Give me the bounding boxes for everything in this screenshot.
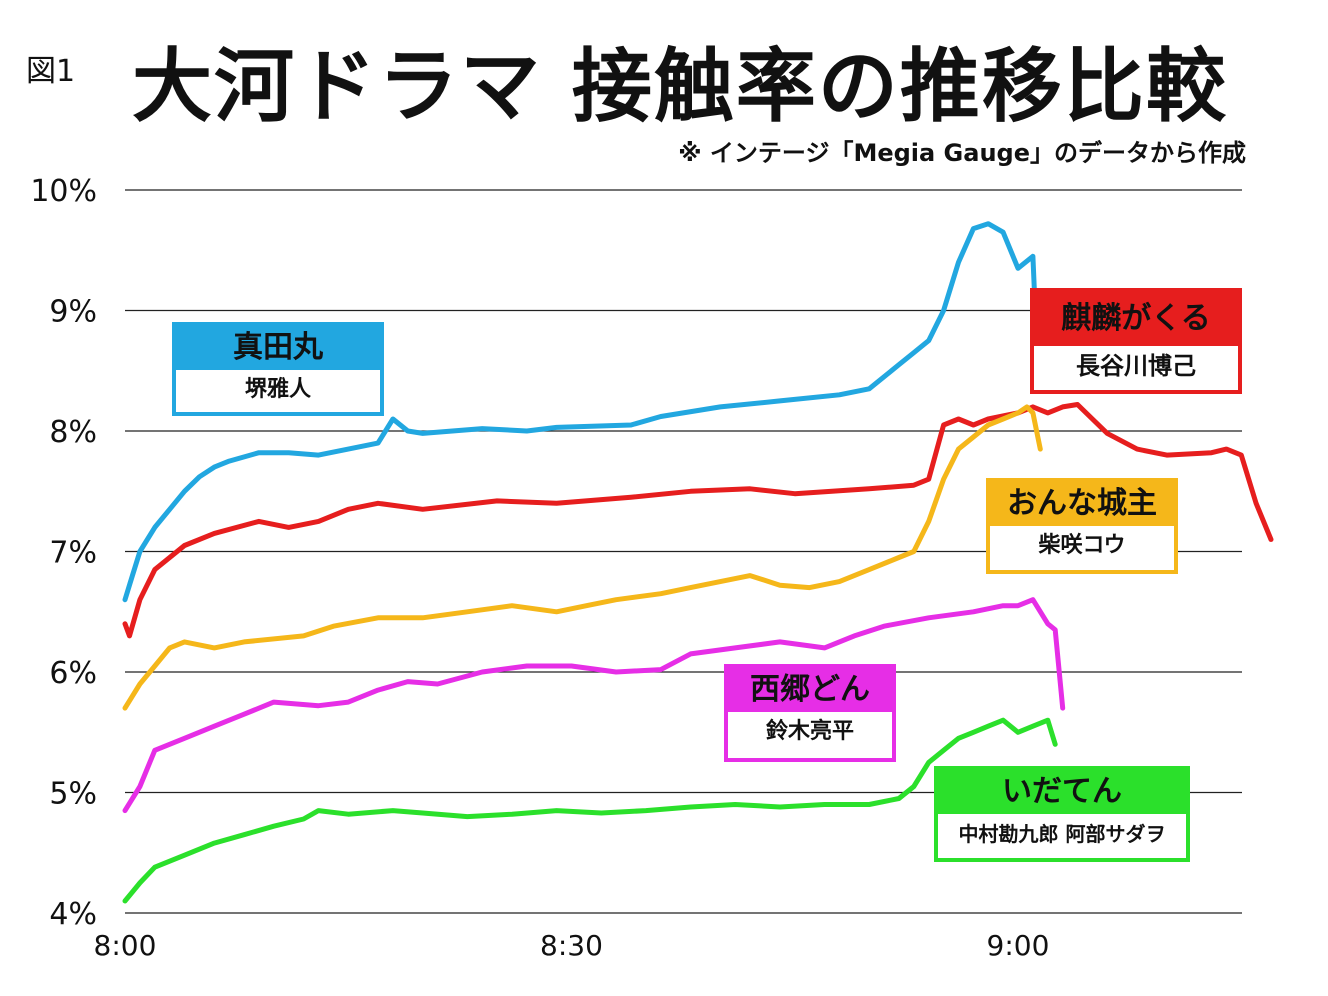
series-line xyxy=(122,221,1040,603)
legend-box-segodon: 西郷どん 鈴木亮平 xyxy=(724,664,896,762)
legend-series-name: おんな城主 xyxy=(990,482,1174,526)
y-tick-label: 4% xyxy=(49,897,97,932)
legend-box-idaten: いだてん 中村勘九郎 阿部サダヲ xyxy=(934,766,1190,862)
y-tick-label: 5% xyxy=(49,777,97,812)
x-tick-label: 8:30 xyxy=(540,929,603,962)
legend-series-cast: 堺雅人 xyxy=(244,377,311,402)
y-tick-label: 7% xyxy=(49,536,97,571)
legend-box-onnajoshu: おんな城主 柴咲コウ xyxy=(986,478,1178,574)
series-line xyxy=(122,404,1043,711)
legend-box-kirin: 麒麟がくる 長谷川博己 xyxy=(1030,288,1242,394)
y-tick-label: 8% xyxy=(49,415,97,450)
legend-series-name: 真田丸 xyxy=(176,326,380,370)
legend-series-cast: 長谷川博己 xyxy=(1076,352,1196,380)
legend-series-cast: 柴咲コウ xyxy=(1038,533,1126,558)
y-tick-label: 6% xyxy=(49,656,97,691)
legend-series-cast: 中村勘九郎 阿部サダヲ xyxy=(958,822,1166,846)
series-line xyxy=(122,402,1274,639)
legend-series-cast: 鈴木亮平 xyxy=(765,719,854,744)
x-tick-label: 8:00 xyxy=(94,929,157,962)
legend-series-name: 西郷どん xyxy=(728,668,892,712)
legend-series-name: 麒麟がくる xyxy=(1034,292,1238,346)
legend-series-name: いだてん xyxy=(938,770,1186,814)
y-tick-label: 10% xyxy=(30,174,97,209)
figure-label: 図1 xyxy=(26,54,76,89)
chart-subtitle: ※ インテージ「Megia Gauge」のデータから作成 xyxy=(678,139,1246,167)
chart-title: 大河ドラマ 接触率の推移比較 xyxy=(132,40,1228,133)
legend-box-sanadamaru: 真田丸 堺雅人 xyxy=(172,322,384,416)
series-line xyxy=(122,597,1066,814)
series-line xyxy=(122,717,1058,904)
y-tick-label: 9% xyxy=(49,295,97,330)
x-tick-label: 9:00 xyxy=(987,929,1050,962)
